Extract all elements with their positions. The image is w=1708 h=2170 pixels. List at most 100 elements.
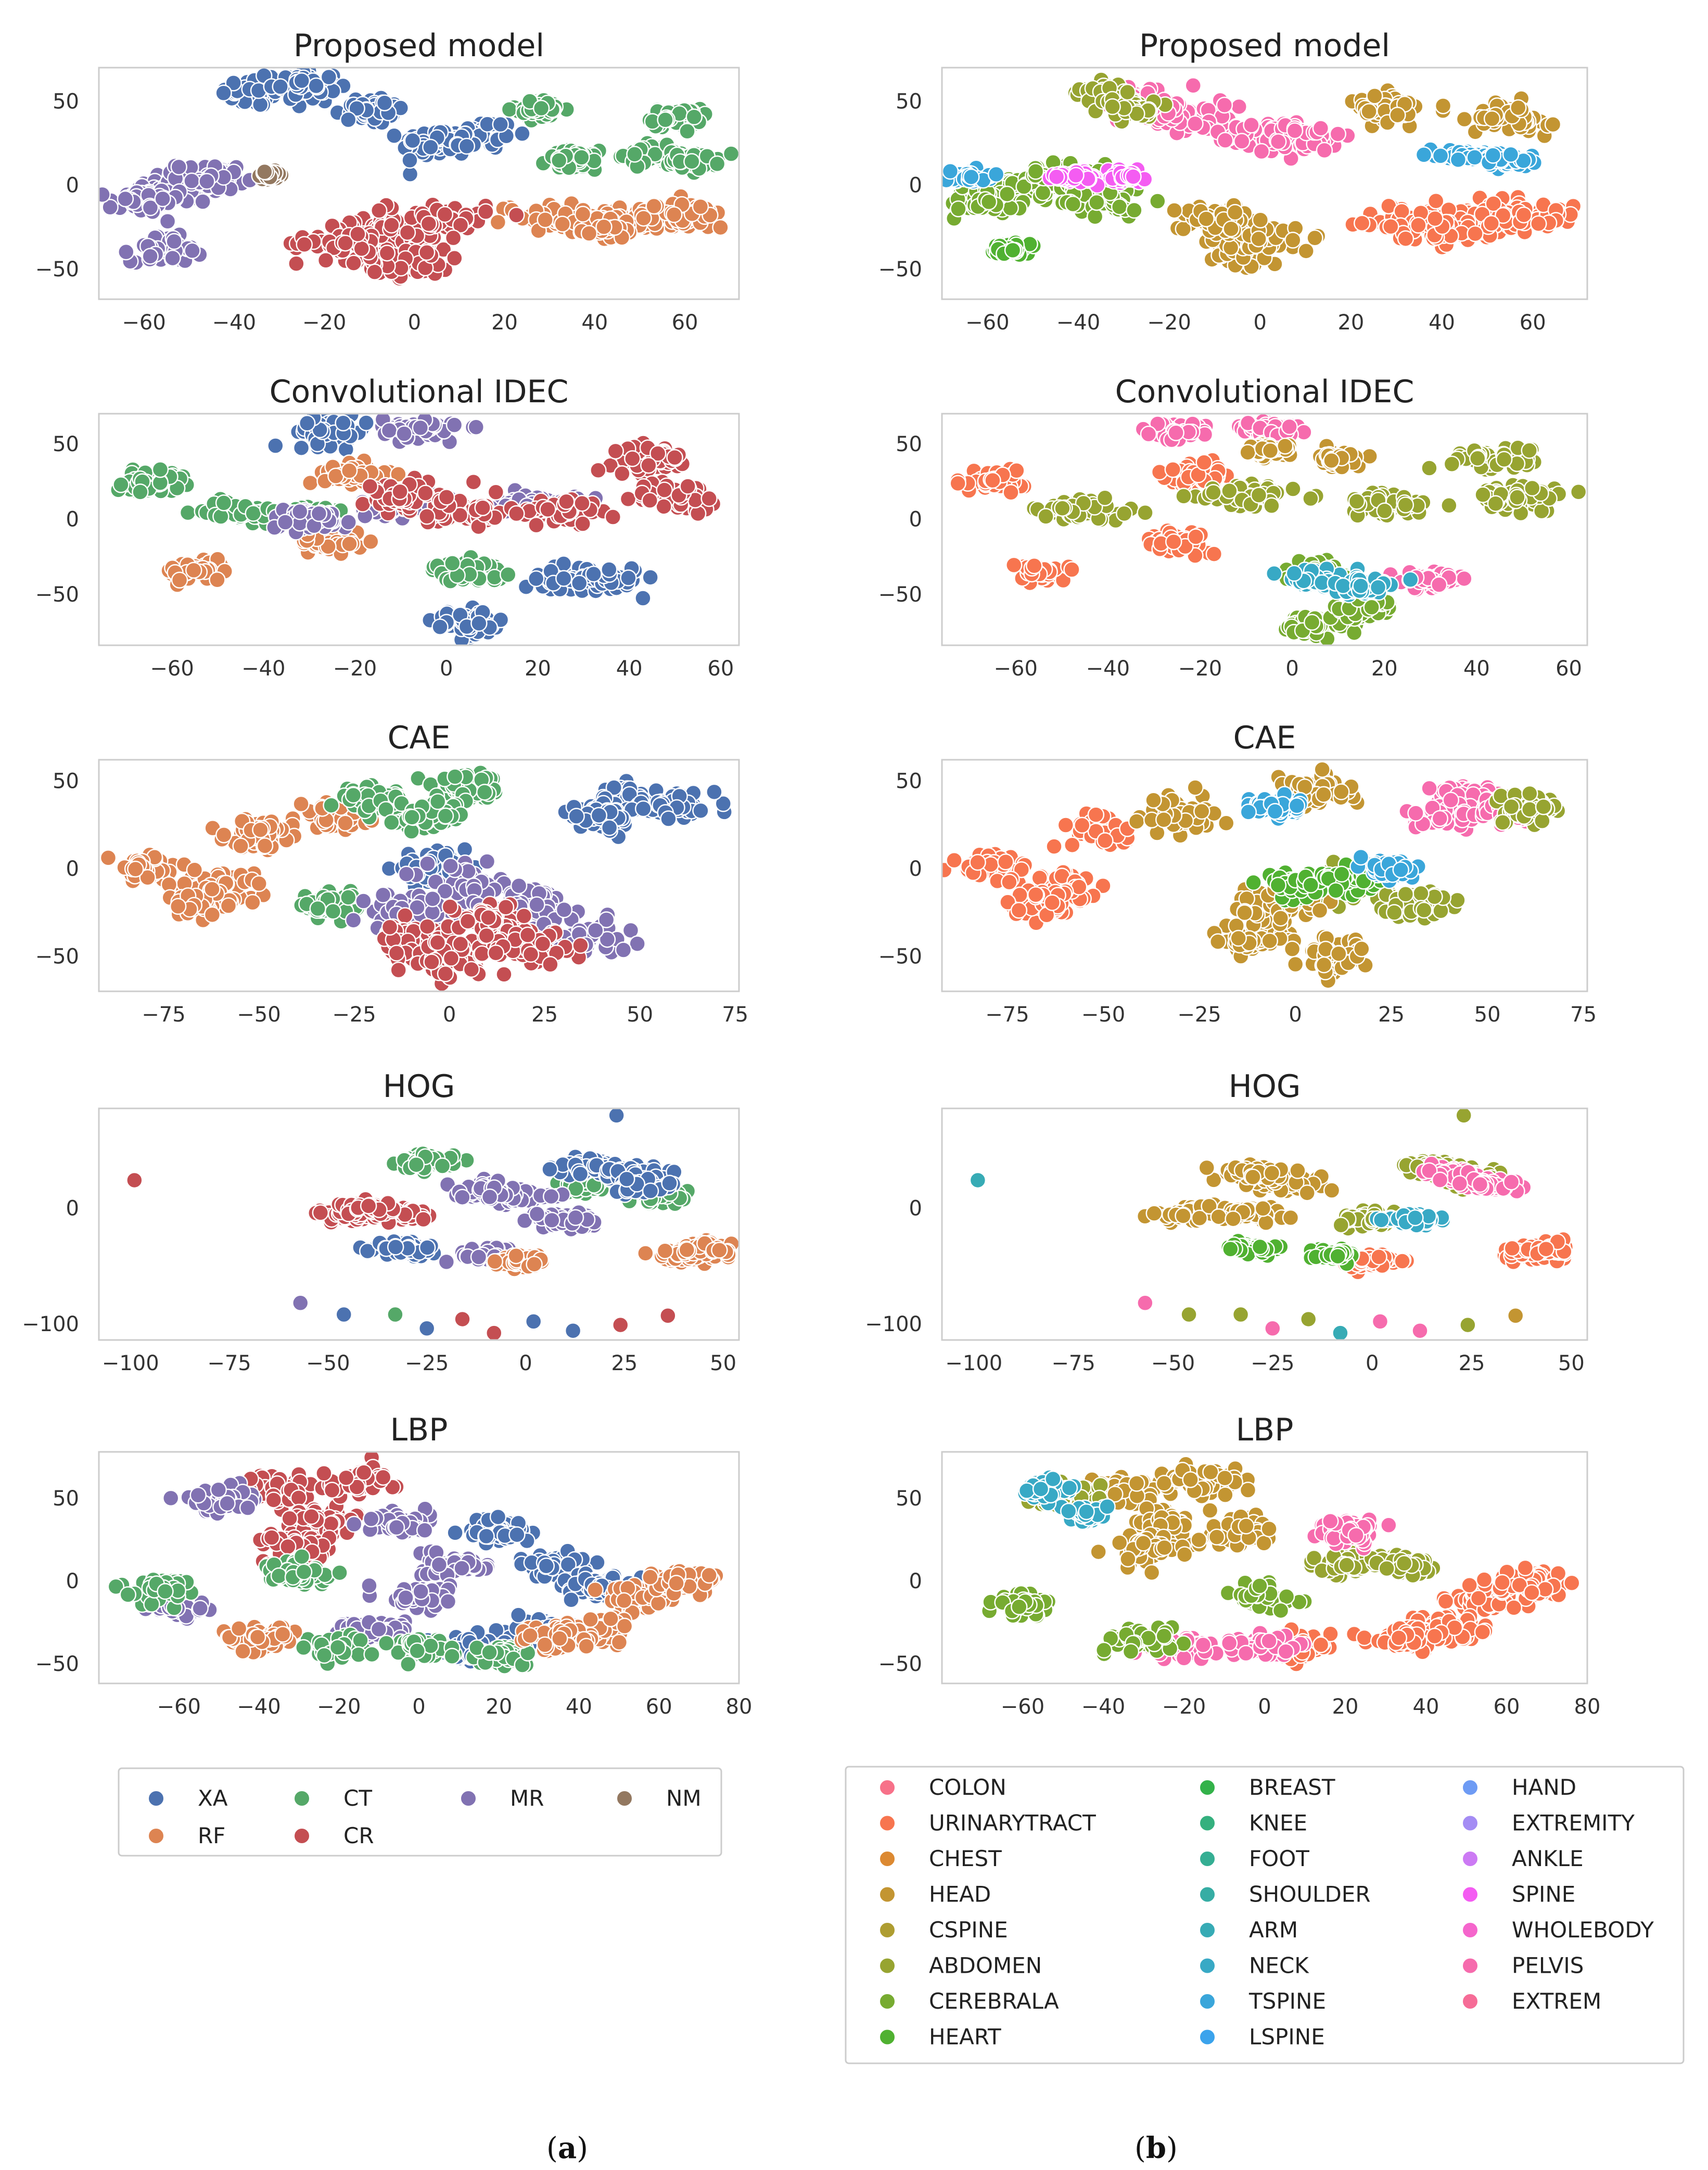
point-mr <box>210 1481 227 1499</box>
point-mr <box>542 1188 560 1205</box>
point-cr <box>539 501 556 518</box>
point-cr <box>279 1538 297 1555</box>
point-mr <box>291 503 309 520</box>
point-xa <box>298 415 316 432</box>
point-mr <box>183 172 200 190</box>
point-cr <box>459 913 477 930</box>
point-cr <box>442 950 460 967</box>
point-rf <box>185 561 202 579</box>
point-cr <box>519 926 537 944</box>
point-mr <box>291 1294 309 1312</box>
point-ct <box>151 461 169 478</box>
point-rf <box>209 571 226 589</box>
scatter-points <box>99 68 739 287</box>
point-cr <box>355 1464 373 1481</box>
point-rf <box>127 860 144 878</box>
point-ct <box>679 122 696 140</box>
point-cr <box>366 263 384 280</box>
x-tick-label: 75 <box>722 1003 748 1027</box>
point-mr <box>419 855 436 873</box>
point-cr <box>604 508 622 526</box>
point-cr <box>497 899 515 916</box>
point-cr <box>666 449 683 466</box>
point-rf <box>256 837 274 854</box>
point-xa <box>564 1322 582 1339</box>
x-tick-label: −60 <box>150 657 194 681</box>
point-cr <box>446 249 463 267</box>
point-xa <box>620 569 637 586</box>
point-cr <box>263 1529 281 1546</box>
point-rf <box>99 849 117 866</box>
point-cr <box>415 1210 432 1228</box>
point-cr <box>614 465 631 482</box>
point-xa <box>715 795 732 812</box>
y-tick-label: 0 <box>66 507 79 531</box>
point-ct <box>501 101 518 118</box>
x-tick-label: 0 <box>519 1351 532 1375</box>
point-ct <box>309 900 326 917</box>
point-xa <box>404 132 422 149</box>
point-xa <box>320 68 338 86</box>
x-tick-label: 50 <box>627 1003 653 1027</box>
y-tick-label: 0 <box>66 1196 79 1220</box>
point-rf <box>252 821 269 838</box>
point-xa <box>386 127 403 144</box>
point-mr <box>439 1593 457 1610</box>
point-mr <box>478 853 496 870</box>
point-rf <box>580 225 598 242</box>
point-rf <box>292 795 310 813</box>
point-xa <box>642 569 659 586</box>
point-mr <box>445 416 463 433</box>
point-ct <box>708 155 726 173</box>
point-cr <box>354 495 372 513</box>
point-mr <box>340 514 357 531</box>
point-rf <box>656 1242 674 1259</box>
x-tick-label: −20 <box>302 311 346 335</box>
point-xa <box>267 437 284 454</box>
point-rf <box>203 906 221 924</box>
point-cr <box>383 216 400 234</box>
point-ct <box>383 814 400 831</box>
point-mr <box>430 1556 448 1574</box>
point-ct <box>112 476 130 493</box>
x-tick-label: −50 <box>237 1003 281 1027</box>
point-cr <box>487 944 505 962</box>
point-cr <box>420 215 438 233</box>
point-cr <box>388 944 405 962</box>
point-cr <box>429 934 447 951</box>
point-cr <box>438 489 455 506</box>
point-ct <box>722 145 739 162</box>
point-rf <box>554 215 571 233</box>
point-xa <box>401 151 418 169</box>
x-tick-label: −40 <box>212 311 256 335</box>
point-cr <box>574 515 591 532</box>
point-rf <box>489 213 507 231</box>
point-mr <box>239 1499 257 1516</box>
point-mr <box>362 1510 380 1528</box>
point-mr <box>598 930 616 948</box>
point-mr <box>481 1188 499 1206</box>
point-cr <box>649 445 667 462</box>
point-rf <box>220 897 237 914</box>
point-mr <box>528 1205 546 1223</box>
y-tick-label: 50 <box>53 432 79 456</box>
point-xa <box>339 111 357 129</box>
point-rf <box>341 535 358 553</box>
y-tick-label: −100 <box>22 1312 79 1336</box>
x-tick-label: 60 <box>707 657 734 681</box>
point-mr <box>142 199 159 216</box>
point-rf <box>595 218 613 236</box>
point-mr <box>219 1495 236 1512</box>
point-ct <box>499 566 517 583</box>
point-xa <box>272 78 289 95</box>
point-rf <box>250 875 267 892</box>
x-tick-label: 60 <box>672 311 698 335</box>
x-tick-label: 40 <box>581 311 608 335</box>
x-tick-label: −25 <box>332 1003 376 1027</box>
point-cr <box>390 961 407 979</box>
point-mr <box>412 419 429 437</box>
point-rf <box>301 474 319 492</box>
point-ct <box>407 1156 425 1173</box>
point-ct <box>429 793 447 810</box>
